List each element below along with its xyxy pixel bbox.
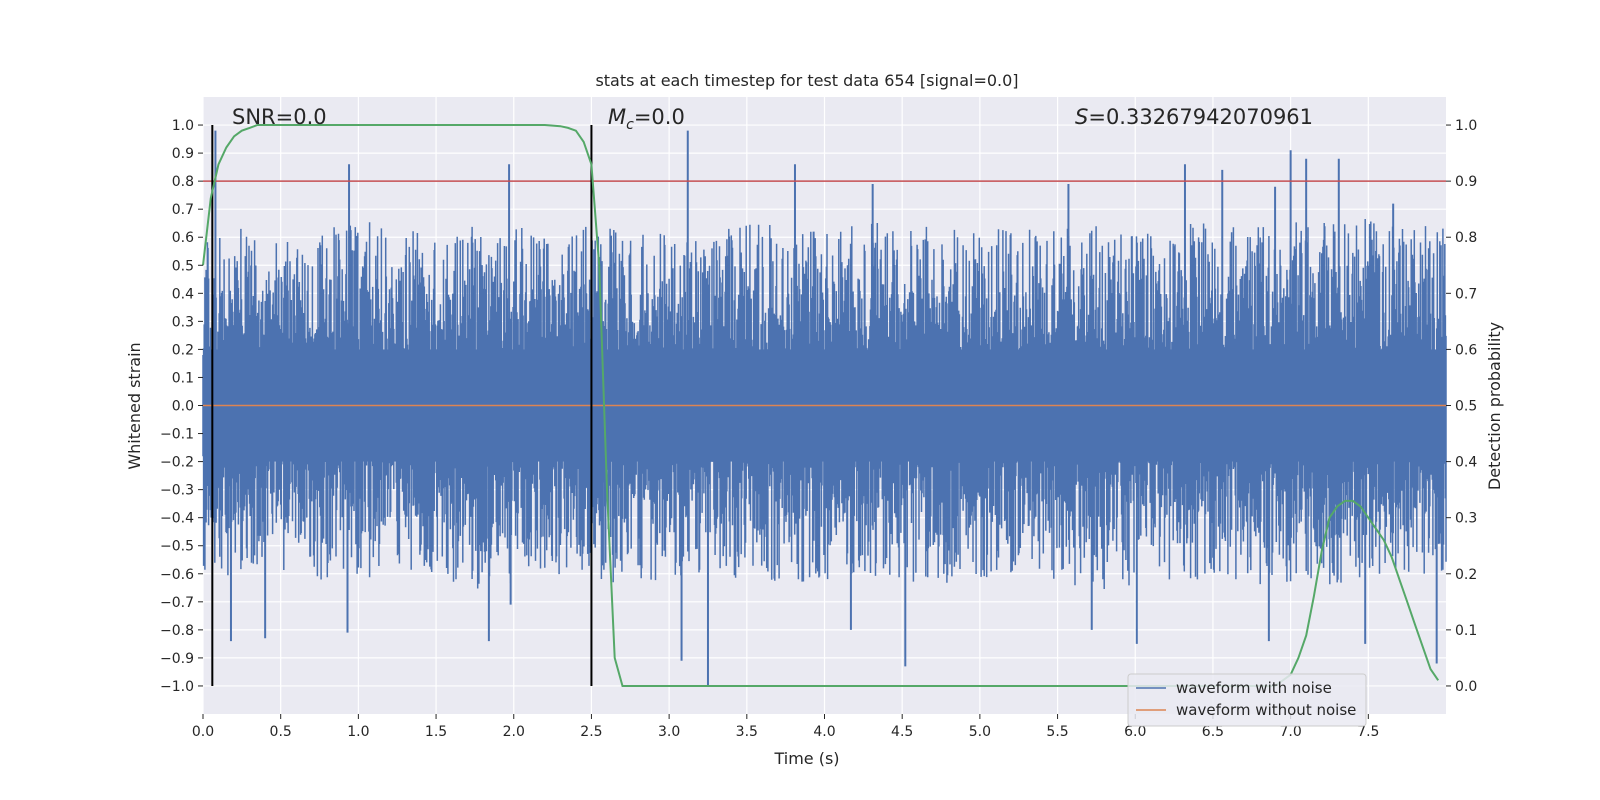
snr-annotation: SNR=0.0 xyxy=(232,105,327,129)
y-tick-label: −0.2 xyxy=(160,455,194,471)
y-tick-label: 0.4 xyxy=(172,286,194,302)
y2-tick-label: 0.3 xyxy=(1455,511,1477,527)
y-tick-label: 0.1 xyxy=(172,370,194,386)
y2-axis-label: Detection probability xyxy=(1485,322,1504,490)
y-tick-label: −0.1 xyxy=(160,427,194,443)
legend: waveform with noise waveform without noi… xyxy=(1127,673,1367,727)
y2-tick-label: 0.2 xyxy=(1455,567,1477,583)
y-tick-label: −0.9 xyxy=(160,651,194,667)
legend-label-clean: waveform without noise xyxy=(1176,701,1356,719)
y2-tick-label: 0.1 xyxy=(1455,623,1477,639)
y-tick-label: 0.7 xyxy=(172,202,194,218)
x-tick-label: 7.0 xyxy=(1279,724,1301,740)
detection-probability-line xyxy=(202,124,1440,687)
y-tick-label: −0.4 xyxy=(160,511,194,527)
x-axis-label: Time (s) xyxy=(773,749,839,768)
y2-tick-label: 1.0 xyxy=(1455,118,1477,134)
y-tick-label: 1.0 xyxy=(172,118,194,134)
chart-title: stats at each timestep for test data 654… xyxy=(595,71,1018,90)
mc-value: =0.0 xyxy=(634,105,685,129)
x-tick-label: 4.0 xyxy=(813,724,835,740)
y-tick-label: −1.0 xyxy=(160,679,194,695)
s-symbol: S xyxy=(1075,105,1088,129)
y2-tick-label: 0.7 xyxy=(1455,286,1477,302)
legend-label-noise: waveform with noise xyxy=(1176,679,1332,697)
s-value: =0.33267942070961 xyxy=(1088,105,1313,129)
y-tick-label: −0.6 xyxy=(160,567,194,583)
y-tick-label: 0.2 xyxy=(172,342,194,358)
s-annotation: S=0.33267942070961 xyxy=(1075,105,1313,129)
y-tick-label: −0.8 xyxy=(160,623,194,639)
y-tick-label: 0.6 xyxy=(172,230,194,246)
x-tick-label: 1.5 xyxy=(425,724,447,740)
x-tick-label: 5.0 xyxy=(969,724,991,740)
legend-box xyxy=(1127,673,1367,727)
y2-tick-label: 0.0 xyxy=(1455,679,1477,695)
x-tick-label: 0.5 xyxy=(270,724,292,740)
x-tick-label: 6.0 xyxy=(1124,724,1146,740)
x-tick-label: 2.5 xyxy=(580,724,602,740)
y-tick-label: 0.8 xyxy=(172,174,194,190)
y-tick-label: 0.9 xyxy=(172,146,194,162)
x-tick-label: 6.5 xyxy=(1202,724,1224,740)
x-tick-label: 3.5 xyxy=(736,724,758,740)
y2-tick-label: 0.8 xyxy=(1455,230,1477,246)
y-tick-label: −0.5 xyxy=(160,539,194,555)
x-tick-label: 5.5 xyxy=(1046,724,1068,740)
x-tick-label: 4.5 xyxy=(891,724,913,740)
y2-tick-label: 0.4 xyxy=(1455,455,1477,471)
x-tick-label: 3.0 xyxy=(658,724,680,740)
y2-tick-label: 0.9 xyxy=(1455,174,1477,190)
y-tick-label: −0.3 xyxy=(160,483,194,499)
y-tick-label: 0.3 xyxy=(172,314,194,330)
x-tick-label: 2.0 xyxy=(503,724,525,740)
mc-symbol: M xyxy=(608,105,626,129)
x-tick-label: 1.0 xyxy=(347,724,369,740)
mc-subscript: c xyxy=(626,117,634,133)
y2-tick-label: 0.6 xyxy=(1455,342,1477,358)
x-tick-label: 0.0 xyxy=(192,724,214,740)
y-axis-label: Whitened strain xyxy=(125,342,144,469)
y-tick-label: 0.5 xyxy=(172,258,194,274)
mc-annotation: Mc=0.0 xyxy=(608,105,685,133)
y-tick-label: 0.0 xyxy=(172,399,194,415)
y2-tick-label: 0.5 xyxy=(1455,399,1477,415)
x-tick-label: 7.5 xyxy=(1357,724,1379,740)
y-tick-label: −0.7 xyxy=(160,595,194,611)
